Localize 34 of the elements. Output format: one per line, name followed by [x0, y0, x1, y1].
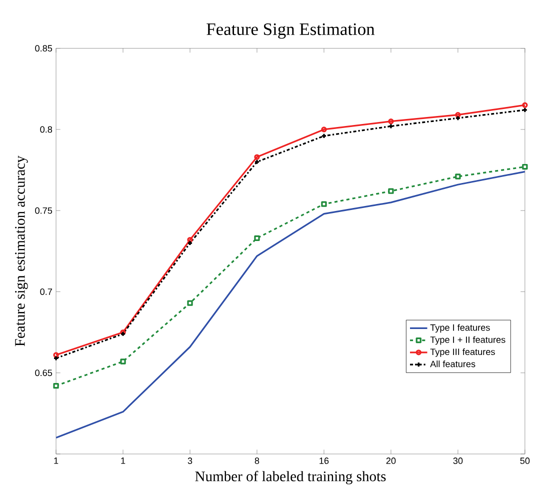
chart-title: Feature Sign Estimation — [206, 23, 375, 39]
point — [53, 383, 59, 389]
x-tick-label: 16 — [320, 458, 329, 464]
point — [120, 358, 126, 364]
x-tick-label: 50 — [520, 458, 530, 464]
point — [187, 300, 193, 306]
y-axis-title: Feature sign estimation accuracy — [15, 156, 28, 346]
x-tick-label: 3 — [188, 458, 192, 464]
x-tick-label: 8 — [254, 458, 260, 464]
point — [455, 174, 461, 180]
legend-label: All features — [430, 360, 476, 368]
x-tick-label: 1 — [121, 458, 126, 464]
point — [187, 237, 193, 243]
point — [321, 126, 327, 132]
point — [455, 112, 461, 118]
point — [388, 188, 394, 194]
point — [254, 235, 260, 242]
legend-label: Type III features — [430, 348, 495, 357]
x-tick-label: 1 — [54, 458, 58, 464]
line-series — [56, 170, 525, 439]
point — [388, 118, 394, 124]
legend-label: Type I features — [430, 324, 490, 333]
y-tick-label: 0.75 — [35, 207, 52, 214]
y-tick-label: 0.8 — [40, 126, 52, 133]
y-tick-label: 0.65 — [35, 370, 52, 376]
point — [254, 154, 260, 160]
legend-label: Type I + II features — [430, 336, 506, 345]
x-tick-label: 30 — [453, 458, 463, 464]
point — [522, 164, 528, 170]
x-tick-label: 20 — [386, 458, 396, 464]
y-tick-label: 0.85 — [35, 45, 52, 52]
y-tick-label: 0.7 — [40, 288, 52, 296]
point — [321, 201, 327, 207]
x-axis-title: Number of labeled training shots — [195, 471, 386, 484]
